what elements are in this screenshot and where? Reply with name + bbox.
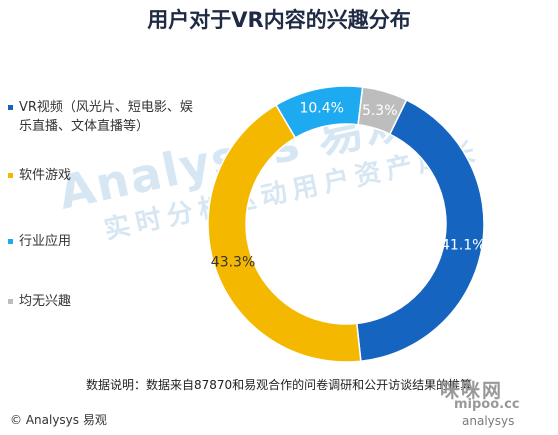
legend-label-none: 均无兴趣 — [19, 294, 72, 309]
footer-copyright: © Analysys 易观 — [10, 413, 107, 427]
site-watermark-url: mipoo.cc — [454, 397, 520, 412]
data-label-industry: 10.4% — [299, 100, 343, 116]
slice-none — [357, 86, 408, 136]
legend-label-industry: 行业应用 — [19, 234, 72, 249]
donut-labels: 41.1% 43.3% 10.4% 5.3% — [211, 100, 486, 270]
legend-item-none: 均无兴趣 — [8, 292, 204, 311]
donut-slices — [207, 85, 485, 363]
data-label-none: 5.3% — [362, 103, 398, 119]
legend-item-industry: 行业应用 — [8, 232, 204, 251]
slice-games — [207, 104, 362, 363]
legend-label-games: 软件游戏 — [19, 168, 72, 183]
donut-chart: 41.1% 43.3% 10.4% 5.3% — [207, 85, 486, 363]
site-watermark-name: 咪咪网 — [440, 380, 504, 402]
legend-swatch-industry — [8, 239, 13, 244]
legend-swatch-none — [8, 299, 13, 304]
data-label-games: 43.3% — [211, 254, 255, 270]
legend-item-games: 软件游戏 — [8, 166, 204, 185]
data-note: 数据说明：数据来自87870和易观合作的问卷调研和公开访谈结果的推算 — [86, 378, 473, 392]
legend-swatch-games — [8, 173, 13, 178]
legend-label-vr-video: VR视频（风光片、短电影、娱乐直播、文体直播等） — [19, 100, 193, 134]
legend-swatch-vr-video — [8, 105, 13, 110]
footer-logo: analysys — [462, 414, 515, 428]
slice-vr-video — [355, 98, 485, 363]
chart-title: 用户对于VR内容的兴趣分布 — [147, 8, 411, 32]
legend-item-vr-video: VR视频（风光片、短电影、娱乐直播、文体直播等） — [8, 98, 204, 136]
data-label-vr-video: 41.1% — [441, 237, 485, 253]
